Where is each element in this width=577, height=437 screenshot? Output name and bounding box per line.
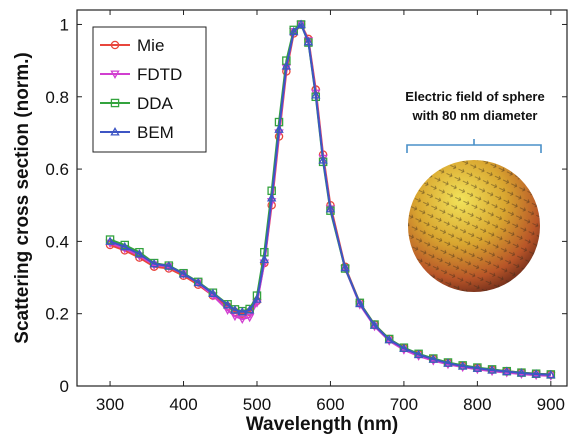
y-tick-label: 1	[60, 15, 69, 34]
x-tick-label: 600	[316, 395, 344, 414]
legend-label: FDTD	[137, 65, 182, 84]
y-tick-label: 0.2	[45, 305, 69, 324]
x-tick-label: 500	[243, 395, 271, 414]
inset-label-line1: Electric field of sphere	[405, 89, 544, 104]
y-tick-label: 0	[60, 377, 69, 396]
x-axis-title: Wavelength (nm)	[246, 414, 398, 435]
x-tick-label: 700	[390, 395, 418, 414]
legend-label: Mie	[137, 36, 164, 55]
y-axis-title: Scattering cross section (norm.)	[12, 52, 33, 343]
sphere-inset: Electric field of sphere with 80 nm diam…	[405, 89, 544, 292]
legend: Mie FDTD DDA BEM	[93, 27, 206, 152]
y-tick-label: 0.4	[45, 232, 69, 251]
x-tick-label: 400	[169, 395, 197, 414]
sphere-field-arrows	[408, 160, 540, 292]
legend-label: DDA	[137, 94, 174, 113]
inset-label-line2: with 80 nm diameter	[412, 108, 538, 123]
y-tick-label: 0.6	[45, 160, 69, 179]
x-tick-label: 900	[537, 395, 565, 414]
legend-label: BEM	[137, 123, 174, 142]
y-tick-label: 0.8	[45, 88, 69, 107]
x-tick-label: 300	[96, 395, 124, 414]
x-tick-label: 800	[463, 395, 491, 414]
